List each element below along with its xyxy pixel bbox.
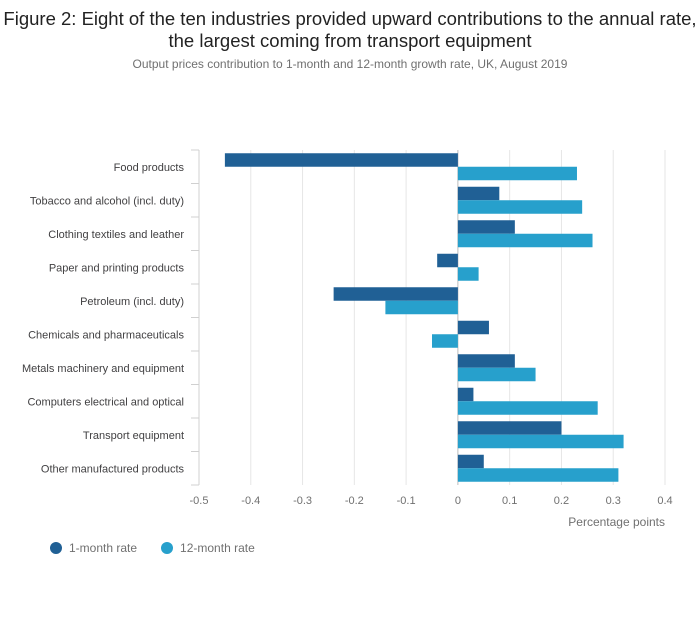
bar-12-month [457,434,624,449]
bar-12-month [457,166,577,181]
category-label: Clothing textiles and leather [48,229,184,241]
x-tick-label: 0.1 [502,495,517,507]
category-label: Petroleum (incl. duty) [80,296,184,308]
bar-12-month [457,468,619,482]
legend-item-12-month[interactable]: 12-month rate [161,541,255,555]
x-tick-label: 0 [455,495,461,507]
legend-swatch-1-month [50,542,62,554]
chart-legend: 1-month rate 12-month rate [50,541,255,555]
category-label: Tobacco and alcohol (incl. duty) [30,195,184,207]
bar-1-month [457,454,484,469]
bar-12-month [457,267,479,281]
bar-12-month [385,300,458,315]
x-tick-label: -0.1 [397,495,416,507]
bar-12-month [432,334,458,348]
x-tick-label: -0.4 [241,495,260,507]
category-label: Other manufactured products [41,463,185,475]
category-label: Metals machinery and equipment [22,363,184,375]
bar-1-month [457,220,515,234]
bar-1-month [457,354,515,368]
legend-label-1-month: 1-month rate [69,541,138,555]
x-tick-label: 0.2 [554,495,569,507]
bar-1-month [457,421,562,435]
category-label: Paper and printing products [49,262,185,274]
legend-label-12-month: 12-month rate [180,541,255,555]
x-axis-label: Percentage points [568,515,665,529]
x-tick-label: -0.3 [293,495,312,507]
legend-item-1-month[interactable]: 1-month rate [50,541,137,555]
bar-12-month [457,233,593,248]
chart-title: Figure 2: Eight of the ten industries pr… [3,8,697,51]
category-label: Food products [114,162,185,174]
bar-1-month [457,387,474,402]
bar-12-month [457,200,583,214]
category-label: Chemicals and pharmaceuticals [28,329,184,341]
bar-12-month [457,401,598,415]
category-label: Computers electrical and optical [27,396,184,408]
x-tick-label: 0.3 [606,495,621,507]
x-tick-label: -0.5 [190,495,209,507]
bar-12-month [457,367,536,382]
bar-1-month [457,186,500,201]
x-tick-label: 0.4 [657,495,672,507]
legend-swatch-12-month [161,542,174,554]
bar-1-month [437,253,458,268]
bar-1-month [457,320,489,335]
chart-subtitle: Output prices contribution to 1-month an… [132,57,568,71]
x-tick-label: -0.2 [345,495,364,507]
bar-1-month [224,153,458,167]
bar-1-month [333,287,458,301]
category-label: Transport equipment [83,430,184,442]
